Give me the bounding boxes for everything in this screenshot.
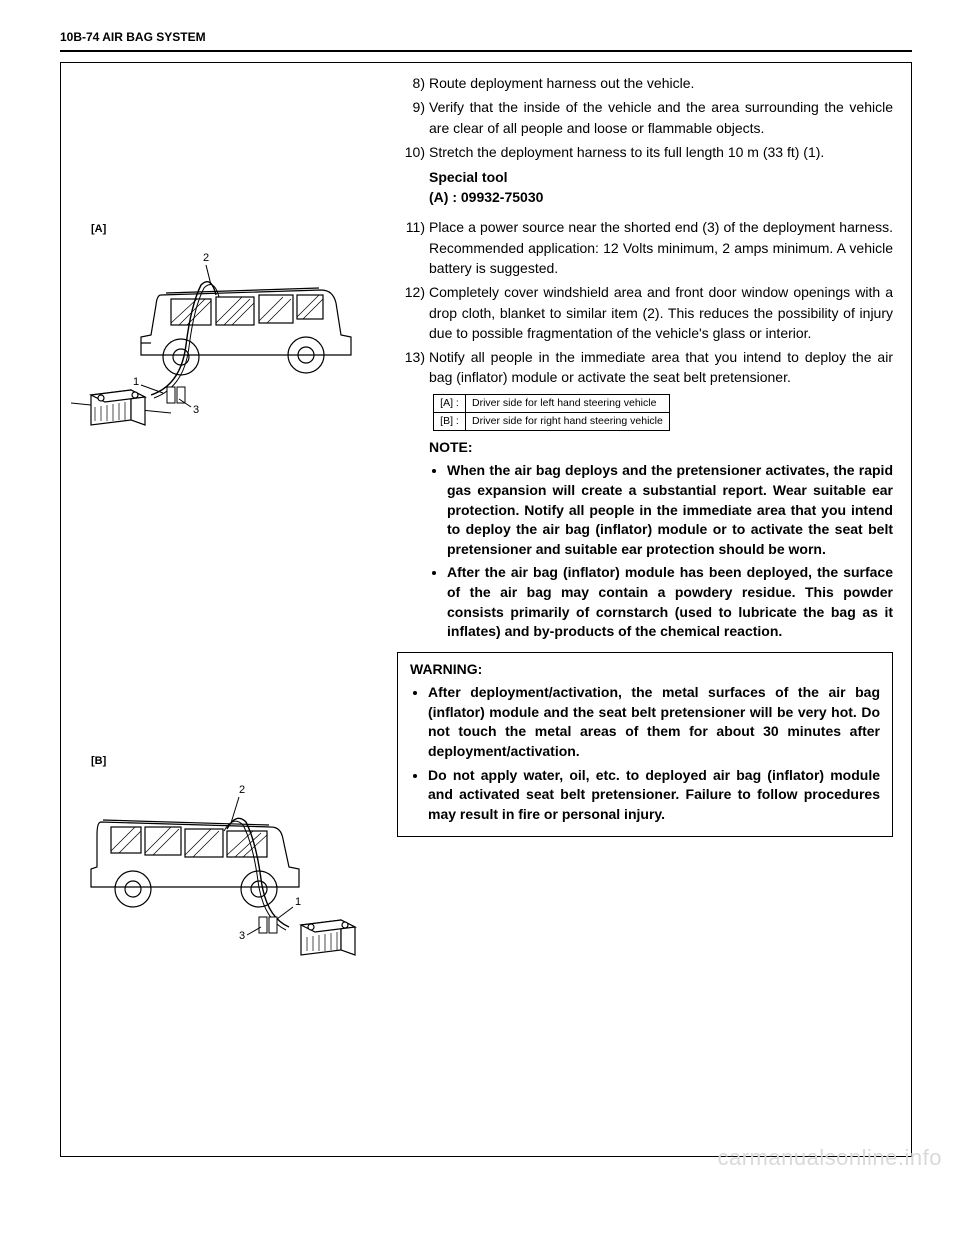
special-tool: Special tool (A) : 09932-75030: [429, 168, 893, 207]
special-tool-number: (A) : 09932-75030: [429, 188, 893, 208]
warning-title: WARNING:: [410, 659, 880, 679]
figure-a-label: [A]: [71, 223, 381, 235]
vehicle-diagram-b: 2 1 3: [71, 767, 371, 967]
step-9: 9)Verify that the inside of the vehicle …: [429, 97, 893, 138]
step-12: 12)Completely cover windshield area and …: [429, 282, 893, 343]
step-13: 13)Notify all people in the immediate ar…: [429, 347, 893, 388]
warning-box: WARNING: After deployment/activation, th…: [397, 652, 893, 837]
callout-1b: 1: [295, 896, 301, 908]
figure-b-label: [B]: [71, 755, 381, 767]
legend-key-b: [B] :: [434, 412, 466, 430]
note-block: NOTE: When the air bag deploys and the p…: [429, 437, 893, 642]
callout-3b: 3: [239, 930, 245, 942]
figure-a: [A]: [71, 223, 381, 435]
legend-val-b: Driver side for right hand steering vehi…: [466, 412, 670, 430]
callout-3: 3: [193, 404, 199, 416]
step-8: 8)Route deployment harness out the vehic…: [429, 73, 893, 93]
callout-2b: 2: [239, 784, 245, 796]
legend-row-b: [B] : Driver side for right hand steerin…: [434, 412, 670, 430]
step-11: 11)Place a power source near the shorted…: [429, 217, 893, 278]
steps-list-2: 11)Place a power source near the shorted…: [397, 217, 893, 387]
note-bullets: When the air bag deploys and the pretens…: [429, 461, 893, 641]
legend-table: [A] : Driver side for left hand steering…: [433, 394, 670, 431]
steps-list-1: 8)Route deployment harness out the vehic…: [397, 73, 893, 162]
special-tool-label: Special tool: [429, 168, 893, 188]
page-header: 10B-74 AIR BAG SYSTEM: [60, 28, 912, 52]
warning-bullets: After deployment/activation, the metal s…: [410, 683, 880, 824]
legend-row-a: [A] : Driver side for left hand steering…: [434, 394, 670, 412]
note-bullet-1: When the air bag deploys and the pretens…: [447, 461, 893, 559]
text-column: 8)Route deployment harness out the vehic…: [391, 63, 911, 1156]
figure-b: [B]: [71, 755, 381, 967]
warning-bullet-1: After deployment/activation, the metal s…: [428, 683, 880, 761]
content-frame: [A]: [60, 62, 912, 1157]
vehicle-diagram-a: 2 1 3: [71, 235, 371, 435]
legend-val-a: Driver side for left hand steering vehic…: [466, 394, 670, 412]
legend-key-a: [A] :: [434, 394, 466, 412]
watermark: carmanualsonline.info: [717, 1145, 942, 1171]
note-bullet-2: After the air bag (inflator) module has …: [447, 563, 893, 641]
warning-bullet-2: Do not apply water, oil, etc. to deploye…: [428, 766, 880, 825]
step-10: 10)Stretch the deployment harness to its…: [429, 142, 893, 162]
callout-1: 1: [133, 376, 139, 388]
header-text: 10B-74 AIR BAG SYSTEM: [60, 30, 206, 44]
callout-2: 2: [203, 252, 209, 264]
figure-column: [A]: [61, 63, 391, 1156]
note-title: NOTE:: [429, 437, 893, 457]
